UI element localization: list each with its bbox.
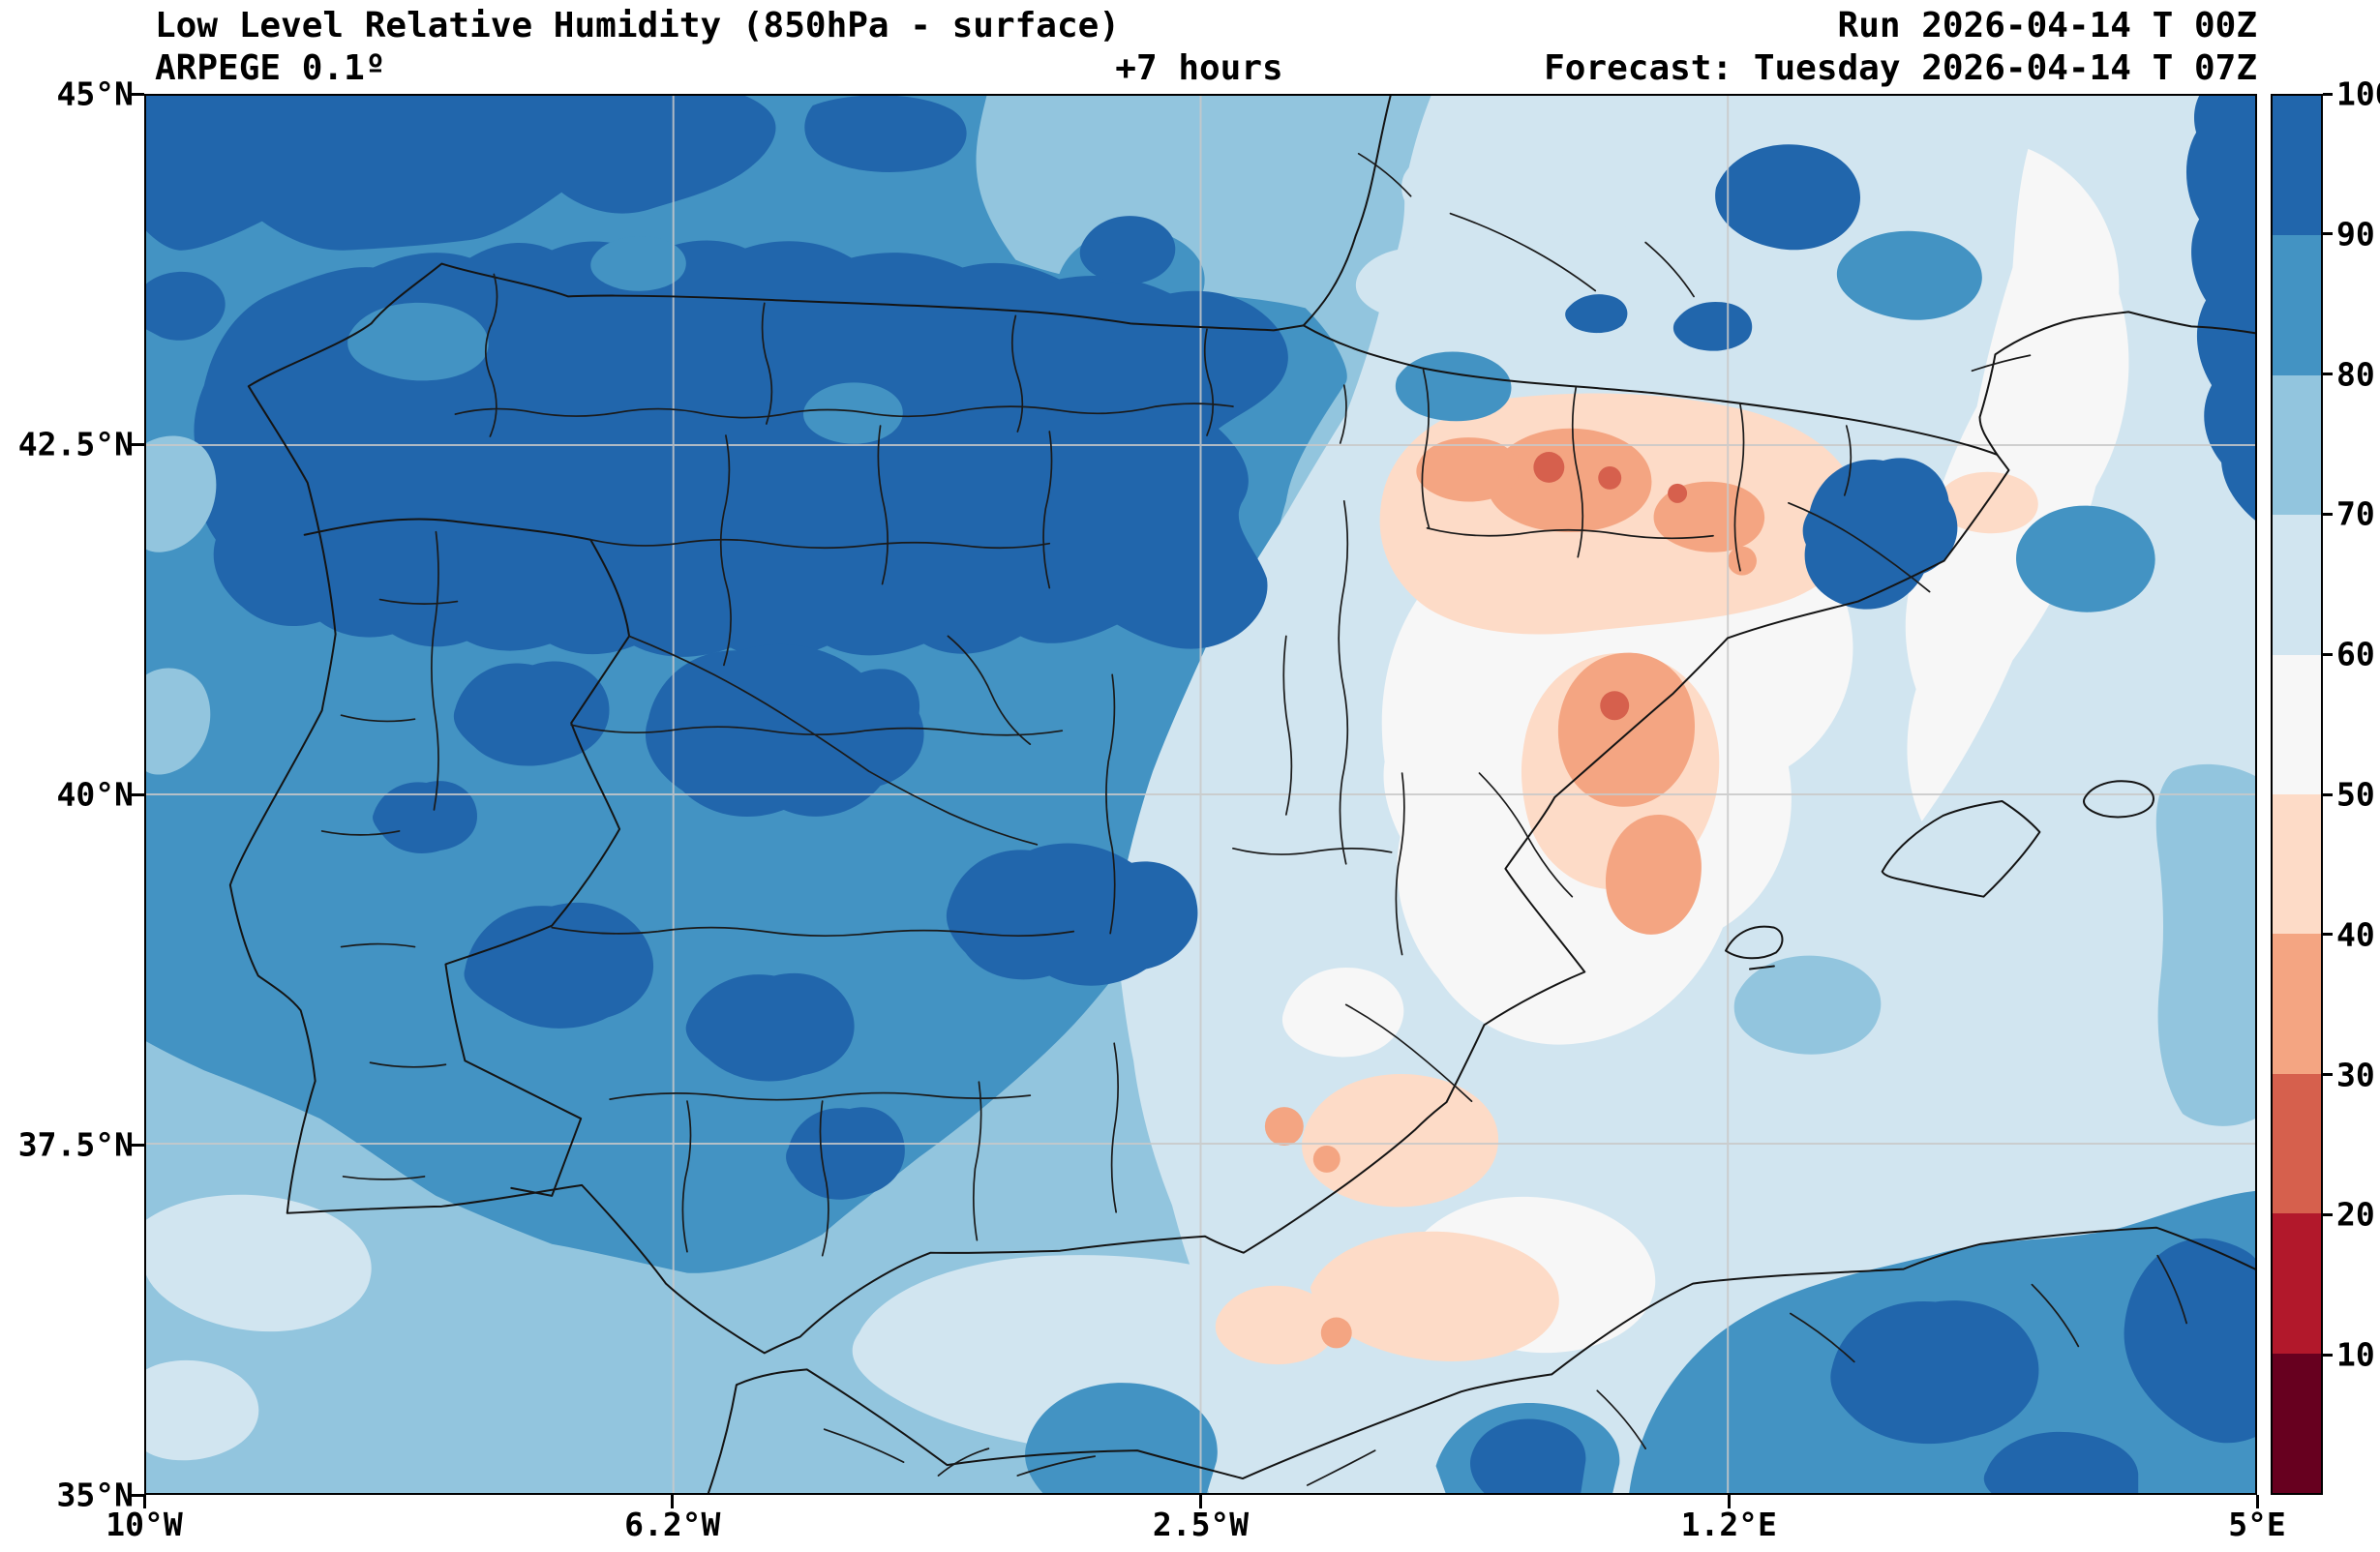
colorbar-tick-label: 50 <box>2336 775 2375 814</box>
y-tick-label: 35°N <box>56 1476 134 1514</box>
colorbar-tick-label: 40 <box>2336 915 2375 954</box>
y-tick-label: 42.5°N <box>17 425 134 463</box>
coastlines <box>228 96 2255 1493</box>
colorbar-tick-label: 90 <box>2336 215 2375 254</box>
colorbar-segment <box>2273 515 2321 655</box>
lead-time-label: +7 hours <box>1115 48 1283 88</box>
forecast-label: Forecast: Tuesday 2026-04-14 T 07Z <box>1544 48 2257 88</box>
x-tick-mark <box>671 1495 675 1508</box>
rh-fill-red-20-30 <box>1533 451 1688 721</box>
y-tick-mark <box>131 92 144 96</box>
x-tick-mark <box>142 1495 146 1508</box>
x-tick-mark <box>1727 1495 1731 1508</box>
map-plot-area <box>144 94 2257 1495</box>
y-tick-label: 45°N <box>56 75 134 113</box>
y-tick-mark <box>131 1493 144 1497</box>
colorbar-tick-mark <box>2323 1353 2333 1357</box>
colorbar-tick-mark <box>2323 232 2333 236</box>
province-boundaries <box>320 152 2187 1486</box>
x-tick-label: 5°E <box>2228 1506 2286 1543</box>
colorbar-segment <box>2273 95 2321 236</box>
colorbar-segment <box>2273 374 2321 516</box>
colorbar-tick-label: 100 <box>2336 75 2380 113</box>
colorbar-segment <box>2273 1213 2321 1354</box>
x-tick-label: 10°W <box>105 1506 183 1543</box>
y-tick-label: 37.5°N <box>17 1125 134 1164</box>
rh-fill-orange-30-40 <box>1264 428 1765 1349</box>
y-tick-mark <box>131 1143 144 1147</box>
colorbar-segment <box>2273 1353 2321 1493</box>
colorbar-tick-mark <box>2323 373 2333 376</box>
page-title: Low Level Relative Humidity (850hPa - su… <box>155 6 1120 45</box>
colorbar-tick-mark <box>2323 933 2333 937</box>
colorbar-segment <box>2273 235 2321 375</box>
colorbar-segment <box>2273 654 2321 794</box>
y-tick-mark <box>131 792 144 796</box>
x-tick-mark <box>1199 1495 1202 1508</box>
humidity-map <box>146 96 2255 1493</box>
x-tick-label: 6.2°W <box>624 1506 721 1543</box>
rh-fill-light-holes <box>146 137 1656 1461</box>
colorbar-tick-mark <box>2323 652 2333 656</box>
colorbar-tick-label: 20 <box>2336 1195 2375 1234</box>
colorbar-tick-label: 10 <box>2336 1335 2375 1374</box>
colorbar-tick-mark <box>2323 512 2333 516</box>
colorbar-segment <box>2273 934 2321 1074</box>
colorbar-tick-label: 30 <box>2336 1056 2375 1094</box>
rh-fill-medium-patches-70-80 <box>1733 763 2255 1126</box>
y-tick-mark <box>131 442 144 446</box>
colorbar-tick-mark <box>2323 792 2333 796</box>
graticule-gridlines <box>146 96 2255 1493</box>
colorbar-tick-label: 70 <box>2336 494 2375 533</box>
colorbar-tick-mark <box>2323 1073 2333 1077</box>
colorbar-tick-mark <box>2323 1212 2333 1216</box>
colorbar-tick-label: 60 <box>2336 635 2375 673</box>
x-tick-label: 1.2°E <box>1680 1506 1777 1543</box>
y-tick-label: 40°N <box>56 775 134 814</box>
colorbar-segment <box>2273 1073 2321 1214</box>
colorbar-tick-label: 80 <box>2336 355 2375 394</box>
model-label: ARPEGE 0.1º <box>155 48 386 88</box>
x-tick-label: 2.5°W <box>1152 1506 1250 1543</box>
colorbar-tick-mark <box>2323 92 2333 96</box>
run-label: Run 2026-04-14 T 00Z <box>1837 6 2257 45</box>
x-tick-mark <box>2255 1495 2259 1508</box>
colorbar <box>2271 94 2323 1495</box>
colorbar-segment <box>2273 793 2321 935</box>
